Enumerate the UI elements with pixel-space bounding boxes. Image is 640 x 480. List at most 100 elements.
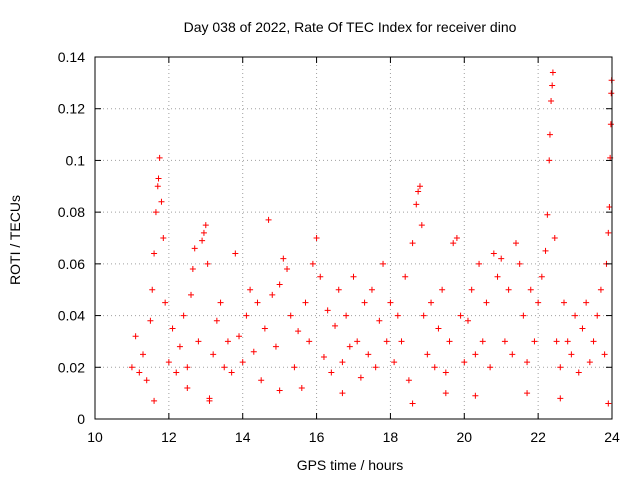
x-tick-label: 22 [530, 429, 546, 445]
data-point [387, 299, 394, 306]
data-point [549, 82, 556, 89]
data-point [428, 299, 435, 306]
data-point [176, 343, 183, 350]
data-point [368, 286, 375, 293]
data-point [151, 397, 158, 404]
data-point [601, 351, 608, 358]
data-point [468, 286, 475, 293]
data-point [557, 395, 564, 402]
data-point [306, 338, 313, 345]
data-point [254, 299, 261, 306]
data-point [169, 325, 176, 332]
data-point [483, 299, 490, 306]
data-point [140, 351, 147, 358]
data-point [152, 209, 159, 216]
data-point [542, 247, 549, 254]
data-point [535, 299, 542, 306]
data-point [149, 286, 156, 293]
data-point [221, 364, 228, 371]
data-point [202, 222, 209, 229]
y-tick-label: 0.06 [58, 256, 85, 272]
data-point [155, 175, 162, 182]
y-tick-label: 0.08 [58, 204, 85, 220]
data-point [280, 255, 287, 262]
data-point [180, 312, 187, 319]
data-point [435, 325, 442, 332]
data-point [313, 235, 320, 241]
data-point [332, 322, 339, 329]
data-point [418, 222, 425, 229]
data-point [439, 286, 446, 293]
data-point [184, 364, 191, 371]
data-point [228, 369, 235, 376]
data-point [272, 343, 279, 350]
data-point [236, 333, 243, 340]
data-point [213, 317, 220, 324]
data-point [350, 273, 357, 280]
data-point [446, 338, 453, 345]
data-point [512, 240, 519, 247]
data-point [339, 390, 346, 397]
data-point [128, 364, 135, 371]
data-point [365, 351, 372, 358]
data-point [583, 299, 590, 306]
data-point [560, 299, 567, 306]
data-point [191, 245, 198, 252]
data-point [265, 216, 272, 223]
data-point [200, 229, 207, 236]
data-point [420, 312, 427, 319]
data-point [132, 333, 139, 340]
data-point [210, 351, 217, 358]
data-point [339, 359, 346, 366]
data-point [398, 338, 405, 345]
data-point [516, 260, 523, 267]
data-point [160, 235, 167, 241]
data-point [335, 286, 342, 293]
data-point [391, 359, 398, 366]
data-point [295, 328, 302, 335]
data-point [195, 338, 202, 345]
data-point [206, 397, 213, 404]
data-point [317, 273, 324, 280]
y-tick-label: 0 [77, 411, 85, 427]
data-point [442, 390, 449, 397]
data-point [380, 260, 387, 267]
data-point [298, 384, 305, 391]
data-point [548, 97, 555, 104]
data-point [546, 131, 553, 138]
data-point [147, 317, 154, 324]
data-point [372, 364, 379, 371]
data-point [173, 369, 180, 376]
data-point [531, 338, 538, 345]
data-point [269, 291, 276, 298]
data-point [572, 312, 579, 319]
x-tick-label: 10 [87, 429, 103, 445]
data-point [450, 240, 457, 247]
data-point [605, 400, 612, 407]
data-point [442, 369, 449, 376]
data-point [607, 121, 614, 128]
data-point [309, 260, 316, 267]
x-tick-label: 16 [309, 429, 325, 445]
data-point [520, 312, 527, 319]
data-point [291, 364, 298, 371]
data-point [590, 338, 597, 345]
y-tick-label: 0.12 [58, 101, 85, 117]
data-point [416, 183, 423, 190]
data-point [361, 299, 368, 306]
data-point [162, 299, 169, 306]
x-tick-label: 18 [383, 429, 399, 445]
data-point [204, 260, 211, 267]
data-point [243, 312, 250, 319]
data-point [557, 364, 564, 371]
data-point [156, 154, 163, 161]
data-point [527, 286, 534, 293]
data-point [302, 299, 309, 306]
data-point [564, 338, 571, 345]
data-point [461, 359, 468, 366]
data-point [324, 307, 331, 314]
data-point [343, 312, 350, 319]
data-point [568, 351, 575, 358]
data-point [431, 364, 438, 371]
data-point [151, 250, 158, 257]
